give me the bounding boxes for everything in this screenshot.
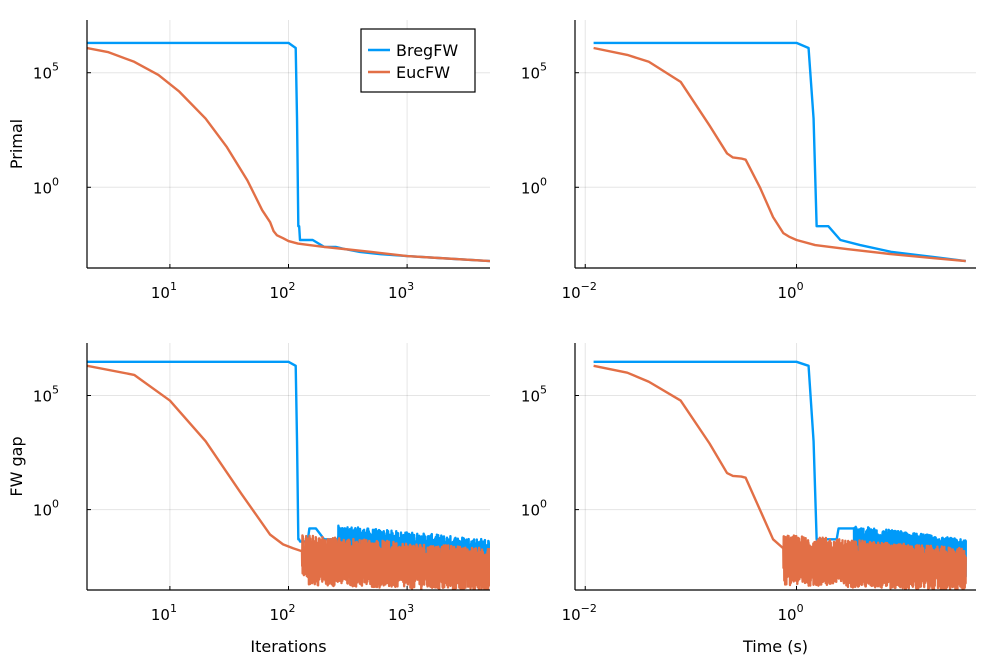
x-tick-exp: 2 [289,602,296,615]
series-group-bottom-right [593,360,967,590]
grid-bottom-right [575,343,976,590]
x-axis-label: Iterations [250,637,326,656]
y-tick-label: 100 [33,498,59,520]
y-tick-label: 105 [521,384,547,406]
x-tick-exp: 1 [170,280,177,293]
y-tick-exp: 5 [52,384,59,397]
x-tick-base: 10 [269,606,288,624]
legend: BregFW EucFW [360,28,476,93]
y-tick-base: 10 [33,502,52,520]
y-tick-base: 10 [33,388,52,406]
x-tick-label: 100 [777,602,803,624]
x-tick-exp: 3 [407,280,414,293]
y-tick-label: 100 [521,175,547,197]
x-tick-base: 10 [562,284,581,302]
y-tick-base: 10 [33,65,52,83]
y-tick-exp: 0 [52,498,59,511]
y-tick-base: 10 [521,179,540,197]
x-tick-exp: −2 [581,602,597,615]
y-tick-label: 105 [521,61,547,83]
y-tick-exp: 0 [52,175,59,188]
y-axis-label: FW gap [7,436,26,496]
legend-box [360,28,476,93]
x-tick-label: 101 [151,280,177,302]
x-tick-exp: 1 [170,602,177,615]
x-tick-exp: −2 [581,280,597,293]
series-line-eucfw [593,46,966,263]
x-tick-label: 100 [777,280,803,302]
series-group-top-left [87,41,490,263]
x-tick-base: 10 [388,284,407,302]
series-group-top-right [593,41,966,263]
series-line-eucfw [593,364,967,590]
y-tick-base: 10 [521,388,540,406]
y-tick-label: 105 [33,61,59,83]
series-line-eucfw [87,364,490,590]
y-tick-exp: 5 [540,61,547,74]
x-tick-exp: 3 [407,602,414,615]
x-tick-base: 10 [777,606,796,624]
y-tick-base: 10 [33,179,52,197]
x-tick-label: 103 [388,602,414,624]
x-tick-base: 10 [562,606,581,624]
x-tick-exp: 0 [797,280,804,293]
x-tick-base: 10 [151,606,170,624]
y-axis-label: Primal [7,119,26,169]
x-tick-label: 10−2 [562,280,597,302]
series-group-bottom-left [87,360,490,590]
x-tick-label: 101 [151,602,177,624]
x-tick-exp: 0 [797,602,804,615]
y-tick-exp: 5 [540,384,547,397]
y-tick-label: 100 [521,498,547,520]
x-tick-label: 103 [388,280,414,302]
x-tick-base: 10 [151,284,170,302]
y-tick-base: 10 [521,65,540,83]
y-tick-label: 100 [33,175,59,197]
series-line-bregfw [593,41,966,263]
x-tick-exp: 2 [289,280,296,293]
x-tick-base: 10 [269,284,288,302]
legend-label-bregfw: BregFW [396,41,458,60]
x-tick-base: 10 [777,284,796,302]
x-tick-label: 10−2 [562,602,597,624]
grid-top-right [575,20,976,268]
series-line-eucfw [87,46,490,263]
x-axis-label: Time (s) [742,637,808,656]
y-tick-exp: 5 [52,61,59,74]
grid-bottom-left [87,343,490,590]
x-tick-label: 102 [269,602,295,624]
x-tick-label: 102 [269,280,295,302]
y-tick-label: 105 [33,384,59,406]
y-tick-exp: 0 [540,498,547,511]
y-tick-base: 10 [521,502,540,520]
y-tick-exp: 0 [540,175,547,188]
x-tick-base: 10 [388,606,407,624]
legend-label-eucfw: EucFW [396,63,450,82]
